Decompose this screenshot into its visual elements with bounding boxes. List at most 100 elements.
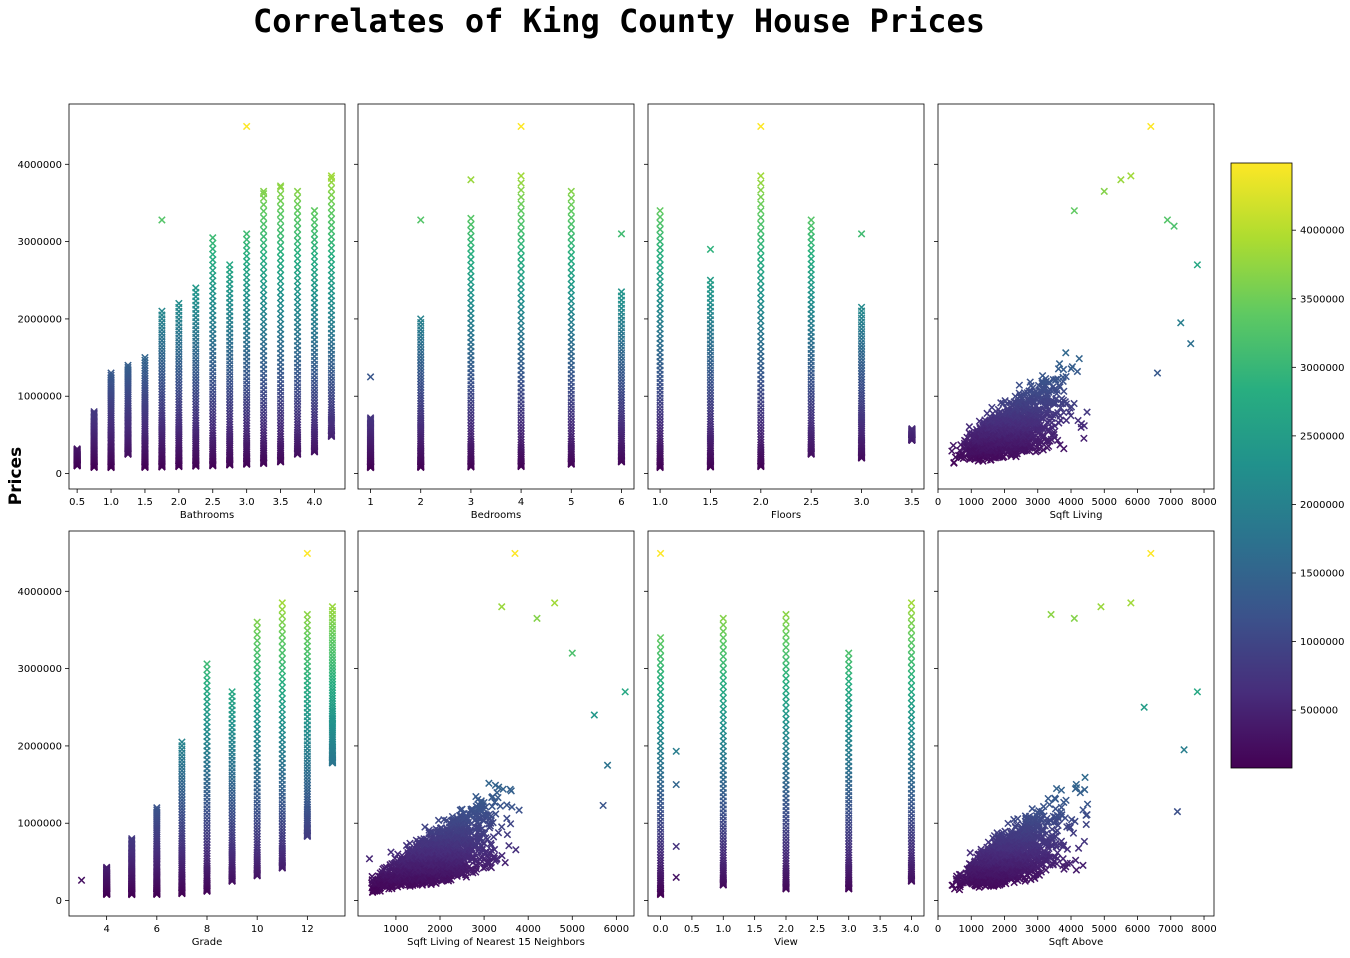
- scatter-point: [568, 264, 574, 270]
- scatter-point: [279, 650, 285, 656]
- scatter-point: [311, 242, 317, 248]
- scatter-markers: [74, 123, 335, 470]
- scatter-point: [1039, 372, 1045, 378]
- scatter-point: [468, 221, 474, 227]
- scatter-markers: [78, 550, 335, 897]
- scatter-point: [294, 195, 300, 201]
- scatter-point: [277, 254, 283, 260]
- scatter-point: [418, 217, 424, 223]
- scatter-point: [518, 290, 524, 296]
- scatter-markers: [657, 123, 915, 470]
- scatter-point: [311, 225, 317, 231]
- x-tick-label: 4000: [1058, 497, 1083, 508]
- scatter-point: [1075, 417, 1081, 423]
- scatter-point: [243, 231, 249, 237]
- scatter-point: [279, 685, 285, 691]
- scatter-point: [657, 238, 663, 244]
- x-tick-label: 12: [301, 924, 314, 935]
- scatter-point: [497, 803, 503, 809]
- scatter-point: [254, 684, 260, 690]
- scatter-point: [949, 448, 955, 454]
- scatter-point: [504, 815, 510, 821]
- scatter-point: [294, 398, 300, 404]
- scatter-point: [260, 214, 266, 220]
- scatter-point: [279, 619, 285, 625]
- scatter-point: [518, 187, 524, 193]
- y-tick-label: 1000000: [17, 392, 62, 403]
- scatter-point: [328, 192, 334, 198]
- scatter-point: [758, 284, 764, 290]
- x-tick-label: 0: [935, 497, 941, 508]
- scatter-point: [568, 258, 574, 264]
- x-tick-label: 4: [518, 497, 524, 508]
- scatter-point: [1076, 355, 1082, 361]
- scatter-point: [1071, 400, 1077, 406]
- scatter-point: [518, 194, 524, 200]
- scatter-point: [758, 201, 764, 207]
- scatter-point: [277, 283, 283, 289]
- scatter-point: [328, 245, 334, 251]
- scatter-point: [294, 261, 300, 267]
- scatter-point: [204, 666, 210, 672]
- scatter-point: [254, 637, 260, 643]
- scatter-point: [260, 258, 266, 264]
- scatter-point: [227, 262, 233, 268]
- x-axis-label: Floors: [771, 510, 801, 521]
- scatter-point: [279, 656, 285, 662]
- scatter-point: [179, 739, 185, 745]
- scatter-point: [618, 360, 624, 366]
- scatter-point: [254, 649, 260, 655]
- scatter-point: [294, 220, 300, 226]
- scatter-point: [657, 268, 663, 274]
- scatter-point: [311, 207, 317, 213]
- scatter-point: [468, 251, 474, 257]
- scatter-point: [328, 216, 334, 222]
- scatter-point: [254, 631, 260, 637]
- scatter-point: [518, 307, 524, 313]
- scatter-point: [1171, 223, 1177, 229]
- scatter-point: [657, 207, 663, 213]
- scatter-point: [311, 248, 317, 254]
- scatter-point: [277, 230, 283, 236]
- scatter-point: [328, 251, 334, 257]
- y-tick-label: 3000000: [17, 664, 62, 675]
- scatter-point: [568, 234, 574, 240]
- scatter-point: [758, 241, 764, 247]
- scatter-point: [513, 847, 519, 853]
- scatter-point: [468, 262, 474, 268]
- x-tick-label: 6: [618, 497, 624, 508]
- scatter-point: [518, 208, 524, 214]
- x-tick-label: 1.5: [702, 497, 718, 508]
- x-tick-label: 3.0: [239, 497, 255, 508]
- scatter-point: [329, 647, 335, 653]
- scatter-point: [758, 234, 764, 240]
- x-tick-label: 4.0: [307, 497, 323, 508]
- scatter-point: [657, 250, 663, 256]
- x-tick-label: 2.5: [205, 497, 221, 508]
- scatter-point: [210, 240, 216, 246]
- scatter-point: [260, 233, 266, 239]
- scatter-point: [518, 253, 524, 259]
- x-tick-label: 7000: [1158, 497, 1183, 508]
- x-tick-label: 4: [103, 924, 109, 935]
- scatter-point: [1148, 123, 1154, 129]
- scatter-point: [328, 210, 334, 216]
- scatter-point: [758, 266, 764, 272]
- scatter-point: [568, 188, 574, 194]
- scatter-point: [568, 227, 574, 233]
- scatter-point: [227, 383, 233, 389]
- scatter-point: [243, 242, 249, 248]
- scatter-point: [254, 655, 260, 661]
- scatter-point: [328, 222, 334, 228]
- scatter-point: [328, 239, 334, 245]
- scatter-markers: [366, 550, 628, 895]
- scatter-point: [254, 625, 260, 631]
- scatter-point: [294, 267, 300, 273]
- scatter-point: [277, 242, 283, 248]
- scatter-point: [176, 359, 182, 365]
- scatter-point: [279, 606, 285, 612]
- scatter-point: [304, 611, 310, 617]
- scatter-point: [758, 278, 764, 284]
- scatter-point: [260, 269, 266, 275]
